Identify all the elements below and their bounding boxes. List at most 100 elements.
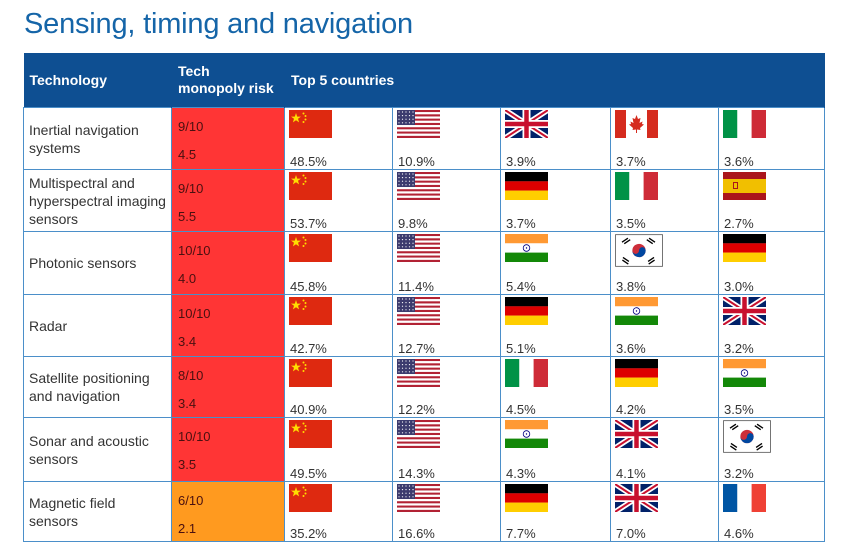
china-flag	[289, 484, 332, 512]
table-header-row: Technology Tech monopoly risk Top 5 coun…	[23, 53, 826, 108]
country-share: 9.8%	[398, 216, 428, 231]
monopoly-risk-cell: 9/10 5.5	[171, 169, 285, 232]
table-body: Inertial navigation systems 9/10 4.5 48.5% 1…	[23, 107, 826, 542]
germany-flag	[615, 359, 658, 387]
country-cell: 49.5%	[284, 417, 393, 482]
country-cell: 48.5%	[284, 107, 393, 170]
risk-score: 10/10	[178, 429, 211, 444]
uk-flag	[615, 484, 658, 512]
country-cell: 3.7%	[500, 169, 611, 232]
country-cell: 3.2%	[717, 294, 826, 357]
monopoly-risk-cell: 10/10 3.5	[171, 417, 285, 482]
risk-sub-score: 2.1	[178, 521, 197, 536]
country-cell: 3.5%	[717, 356, 826, 418]
country-cell: 14.3%	[392, 417, 501, 482]
country-share: 49.5%	[290, 466, 327, 481]
country-cell: 3.9%	[500, 107, 611, 170]
country-share: 3.0%	[724, 279, 754, 294]
china-flag	[289, 420, 332, 448]
country-share: 12.7%	[398, 341, 435, 356]
china-flag	[289, 110, 332, 138]
header-top-countries: Top 5 countries	[284, 53, 826, 108]
technology-name: Magnetic field sensors	[23, 481, 172, 542]
monopoly-risk-cell: 9/10 4.5	[171, 107, 285, 170]
country-cell: 12.2%	[392, 356, 501, 418]
country-share: 10.9%	[398, 154, 435, 169]
country-share: 7.7%	[506, 526, 536, 541]
country-cell: 4.2%	[610, 356, 719, 418]
china-flag	[289, 172, 332, 200]
country-cell: 40.9%	[284, 356, 393, 418]
south-korea-flag	[723, 420, 771, 453]
italy-flag	[615, 172, 658, 200]
country-share: 4.1%	[616, 466, 646, 481]
china-flag	[289, 234, 332, 262]
country-cell: 9.8%	[392, 169, 501, 232]
country-cell: 3.6%	[717, 107, 826, 170]
monopoly-risk-cell: 6/10 2.1	[171, 481, 285, 542]
country-cell: 4.1%	[610, 417, 719, 482]
country-cell: 3.6%	[610, 294, 719, 357]
india-flag	[505, 234, 548, 262]
usa-flag	[397, 110, 440, 138]
france-flag	[723, 484, 766, 512]
south-korea-flag	[615, 234, 663, 267]
country-cell: 3.2%	[717, 417, 826, 482]
risk-sub-score: 3.4	[178, 334, 197, 349]
country-cell: 3.7%	[610, 107, 719, 170]
risk-score: 10/10	[178, 306, 211, 321]
country-share: 11.4%	[398, 279, 434, 294]
italy-flag	[723, 110, 766, 138]
usa-flag	[397, 297, 440, 325]
page-title: Sensing, timing and navigation	[24, 8, 413, 40]
country-share: 3.6%	[724, 154, 754, 169]
germany-flag	[723, 234, 766, 262]
risk-sub-score: 4.0	[178, 271, 197, 286]
country-cell: 7.0%	[610, 481, 719, 542]
technology-name: Photonic sensors	[23, 231, 172, 295]
header-technology: Technology	[23, 53, 172, 108]
country-share: 5.1%	[506, 341, 536, 356]
country-share: 45.8%	[290, 279, 327, 294]
uk-flag	[505, 110, 548, 138]
usa-flag	[397, 234, 440, 262]
table-row: Magnetic field sensors 6/10 2.1 35.2% 16.6% 7…	[23, 481, 826, 542]
technology-name: Radar	[23, 294, 172, 357]
country-share: 3.2%	[724, 466, 754, 481]
country-cell: 45.8%	[284, 231, 393, 295]
table-row: Inertial navigation systems 9/10 4.5 48.5% 1…	[23, 107, 826, 170]
country-share: 16.6%	[398, 526, 435, 541]
country-share: 14.3%	[398, 466, 435, 481]
country-share: 4.2%	[616, 402, 646, 417]
country-cell: 12.7%	[392, 294, 501, 357]
country-cell: 5.4%	[500, 231, 611, 295]
usa-flag	[397, 359, 440, 387]
monopoly-risk-cell: 8/10 3.4	[171, 356, 285, 418]
risk-sub-score: 4.5	[178, 147, 197, 162]
risk-score: 6/10	[178, 493, 204, 508]
country-cell: 35.2%	[284, 481, 393, 542]
table-row: Sonar and acoustic sensors 10/10 3.5 49.5% 1…	[23, 417, 826, 482]
monopoly-risk-cell: 10/10 3.4	[171, 294, 285, 357]
country-cell: 2.7%	[717, 169, 826, 232]
country-cell: 7.7%	[500, 481, 611, 542]
country-cell: 16.6%	[392, 481, 501, 542]
country-share: 3.5%	[616, 216, 646, 231]
india-flag	[615, 297, 658, 325]
risk-score: 9/10	[178, 181, 204, 196]
italy-flag	[505, 359, 548, 387]
country-cell: 3.8%	[610, 231, 719, 295]
spain-flag	[723, 172, 766, 200]
technology-name: Inertial navigation systems	[23, 107, 172, 170]
country-cell: 53.7%	[284, 169, 393, 232]
risk-sub-score: 5.5	[178, 209, 197, 224]
india-flag	[723, 359, 766, 387]
risk-sub-score: 3.4	[178, 396, 197, 411]
table-row: Radar 10/10 3.4 42.7% 12.7% 5.1% 3.6% 3.2%	[23, 294, 826, 357]
country-share: 3.5%	[724, 402, 754, 417]
country-share: 12.2%	[398, 402, 435, 417]
country-share: 4.5%	[506, 402, 536, 417]
risk-score: 8/10	[178, 368, 204, 383]
table-row: Satellite positioning and navigation 8/10…	[23, 356, 826, 418]
country-share: 4.6%	[724, 526, 754, 541]
